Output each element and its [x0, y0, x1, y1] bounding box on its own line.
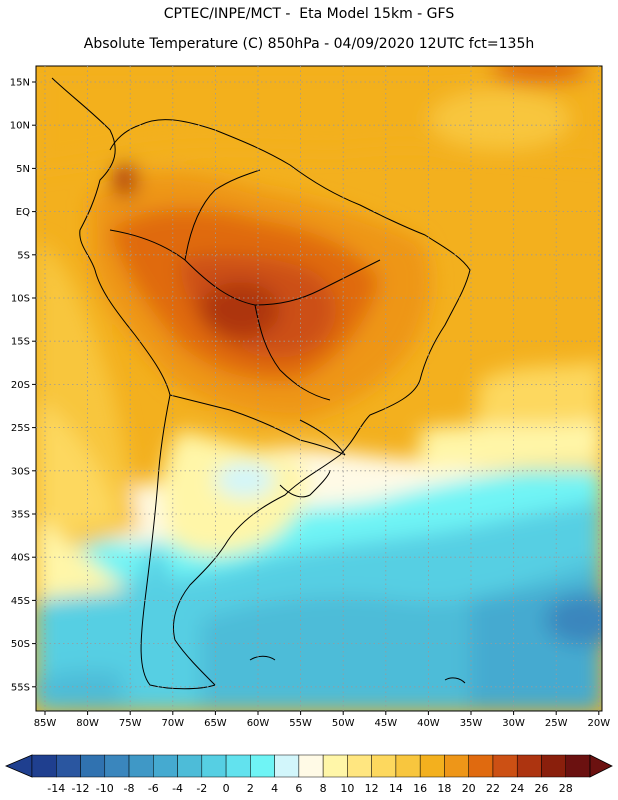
map-subtitle: Absolute Temperature (C) 850hPa - 04/09/…	[83, 36, 535, 52]
colorbar-label: -4	[172, 782, 183, 795]
colorbar-segment	[395, 754, 421, 778]
colorbar-segment	[492, 754, 518, 778]
lon-tick-label: 60W	[247, 718, 270, 729]
colorbar-segment	[128, 754, 154, 778]
colorbar-label: 12	[365, 782, 379, 795]
colorbar-label: 0	[223, 782, 230, 795]
colorbar-segment	[444, 754, 469, 778]
colorbar-label: 8	[320, 782, 327, 795]
lat-tick-label: 20S	[11, 380, 30, 391]
colorbar-segment	[298, 754, 324, 778]
colorbar-segment	[371, 754, 397, 778]
lon-tick-label: 25W	[545, 718, 568, 729]
lat-tick-label: 15N	[10, 78, 30, 89]
latitude-labels: 15N 10N 5N EQ 5S 10S 15S 20S 25S 30S 35S 40S 45S 50S 5…	[10, 78, 30, 694]
colorbar-label: 22	[486, 782, 500, 795]
lat-tick-label: 10S	[11, 294, 30, 305]
colorbar-segment	[177, 754, 203, 778]
temperature-field	[36, 66, 602, 711]
lon-tick-label: 85W	[34, 718, 57, 729]
colorbar-label: -6	[148, 782, 159, 795]
lat-tick-label: 5S	[17, 250, 30, 261]
colorbar-segment	[565, 754, 591, 778]
lat-tick-label: 45S	[11, 596, 30, 607]
lon-tick-label: 70W	[161, 718, 184, 729]
colorbar-right-arrow	[589, 754, 613, 778]
colorbar-label: -2	[196, 782, 207, 795]
colorbar-label: 18	[437, 782, 451, 795]
longitude-labels: 85W 80W 75W 70W 65W 60W 55W 50W 45W 40W 35W 30W 25W 2…	[34, 718, 611, 729]
colorbar-label: -8	[124, 782, 135, 795]
colorbar-label: 20	[462, 782, 476, 795]
lat-tick-label: 50S	[11, 639, 30, 650]
lon-tick-label: 65W	[204, 718, 227, 729]
lat-tick-label: 30S	[11, 466, 30, 477]
colorbar-label: 26	[534, 782, 548, 795]
colorbar-segment	[468, 754, 494, 778]
graticule	[32, 66, 602, 715]
map-title: CPTEC/INPE/MCT - Eta Model 15km - GFS	[163, 6, 455, 22]
lat-tick-label: 10N	[10, 121, 30, 132]
colorbar-segment	[201, 754, 227, 778]
colorbar-label: 14	[389, 782, 403, 795]
colorbar-segment	[274, 754, 300, 778]
colorbar: -14 -12 -10 -8 -6 -4 -2 0 2 4 6 8 10 12 14 16 18 20 22 24 26…	[4, 754, 613, 795]
lon-tick-label: 45W	[374, 718, 397, 729]
lat-tick-label: EQ	[16, 207, 30, 218]
lon-tick-label: 80W	[76, 718, 99, 729]
lon-tick-label: 55W	[289, 718, 312, 729]
colorbar-segment	[516, 754, 542, 778]
map-frame	[35, 65, 603, 712]
colorbar-segment	[56, 754, 81, 778]
colorbar-left-arrow	[4, 754, 33, 778]
lon-tick-label: 50W	[332, 718, 355, 729]
colorbar-segment	[322, 754, 348, 778]
lon-tick-label: 40W	[417, 718, 440, 729]
colorbar-segment	[225, 754, 251, 778]
colorbar-segment	[419, 754, 445, 778]
colorbar-segment	[153, 754, 178, 778]
colorbar-label: 2	[247, 782, 254, 795]
colorbar-label: -12	[72, 782, 90, 795]
lat-tick-label: 25S	[11, 423, 30, 434]
lat-tick-label: 55S	[11, 682, 30, 693]
colorbar-segment	[250, 754, 275, 778]
lat-tick-label: 5N	[16, 164, 30, 175]
lon-tick-label: 20W	[587, 718, 610, 729]
colorbar-label: -14	[47, 782, 65, 795]
colorbar-segment	[80, 754, 106, 778]
colorbar-label: 24	[510, 782, 524, 795]
colorbar-label: 4	[271, 782, 278, 795]
lon-tick-label: 75W	[119, 718, 142, 729]
colorbar-segment	[541, 754, 566, 778]
colorbar-segment	[347, 754, 372, 778]
colorbar-label: 6	[295, 782, 302, 795]
colorbar-label: 28	[559, 782, 573, 795]
lon-tick-label: 30W	[502, 718, 525, 729]
lon-tick-label: 35W	[460, 718, 483, 729]
lat-tick-label: 15S	[11, 337, 30, 348]
colorbar-segment	[104, 754, 130, 778]
colorbar-segment	[31, 754, 57, 778]
lat-tick-label: 35S	[11, 510, 30, 521]
colorbar-label: 16	[413, 782, 427, 795]
lat-tick-label: 40S	[11, 553, 30, 564]
colorbar-label: 10	[340, 782, 354, 795]
colorbar-label: -10	[96, 782, 114, 795]
